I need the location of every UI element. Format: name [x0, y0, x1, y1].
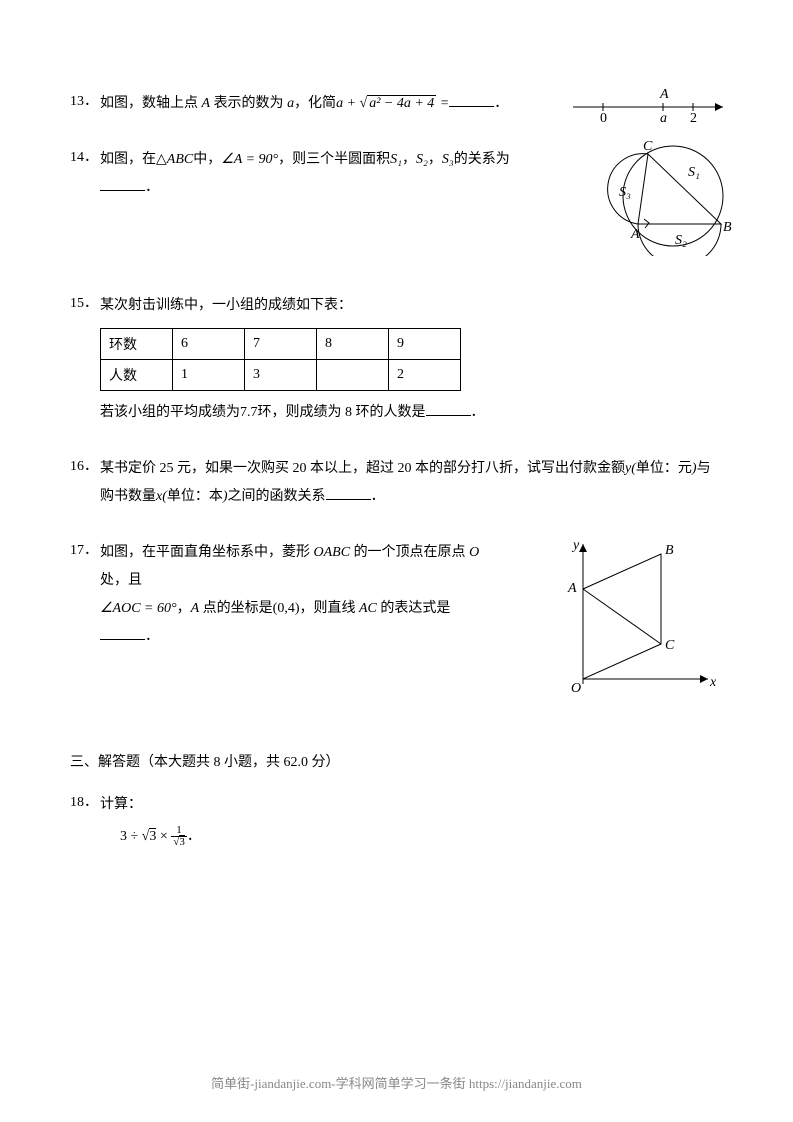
- blank-fill: [100, 176, 145, 191]
- math-expression: 3 ÷ √3 × 1√3．: [120, 823, 201, 851]
- section-heading: 三、解答题（本大题共 8 小题，共 62.0 分）: [70, 751, 723, 771]
- problem-number: 14．: [70, 146, 100, 166]
- problem-text: 计算： 3 ÷ √3 × 1√3．: [100, 791, 723, 851]
- table-cell: 2: [389, 360, 461, 391]
- table-cell: 1: [173, 360, 245, 391]
- figure-coordinate-rhombus: O A B C x y: [543, 534, 723, 709]
- svg-text:x: x: [709, 675, 717, 690]
- problem-18: 18． 计算： 3 ÷ √3 × 1√3．: [70, 791, 723, 851]
- problem-17: 17． 如图，在平面直角坐标系中，菱形 OABC 的一个顶点在原点 O 处，且 …: [70, 539, 723, 651]
- problem-number: 17．: [70, 539, 100, 559]
- svg-text:A: A: [567, 581, 577, 596]
- math-expression: a + √a² − 4a + 4 =: [336, 95, 449, 111]
- problem-number: 16．: [70, 455, 100, 475]
- math-angle: ∠A = 90°: [221, 152, 278, 167]
- table-cell: 环数: [101, 329, 173, 360]
- table-cell: 人数: [101, 360, 173, 391]
- table-row: 人数 1 3 2: [101, 360, 461, 391]
- problem-15: 15． 某次射击训练中，一小组的成绩如下表： 环数 6 7 8 9 人数 1 3…: [70, 292, 723, 427]
- blank-fill: [449, 92, 494, 107]
- blank-fill: [326, 485, 371, 500]
- problem-number: 15．: [70, 292, 100, 312]
- problem-text: 某书定价 25 元，如果一次购买 20 本以上，超过 20 本的部分打八折，试写…: [100, 455, 723, 511]
- blank-fill: [100, 625, 145, 640]
- math-angle: ∠AOC = 60°: [100, 601, 177, 616]
- problem-text: 某次射击训练中，一小组的成绩如下表：: [100, 292, 723, 320]
- table-cell: [317, 360, 389, 391]
- problem-number: 13．: [70, 90, 100, 110]
- svg-text:A: A: [659, 87, 669, 102]
- page: 13． 如图，数轴上点 A 表示的数为 a，化简a + √a² − 4a + 4…: [0, 0, 793, 919]
- table-row: 环数 6 7 8 9: [101, 329, 461, 360]
- svg-text:C: C: [665, 638, 675, 653]
- problem-16: 16． 某书定价 25 元，如果一次购买 20 本以上，超过 20 本的部分打八…: [70, 455, 723, 511]
- table-cell: 3: [245, 360, 317, 391]
- problem-text-line2: 若该小组的平均成绩为7.7环，则成绩为 8 环的人数是．: [100, 399, 723, 427]
- table-cell: 9: [389, 329, 461, 360]
- data-table: 环数 6 7 8 9 人数 1 3 2: [100, 328, 461, 391]
- table-cell: 6: [173, 329, 245, 360]
- figure-semicircles: A B C S₁ S₂ S₃: [593, 136, 743, 261]
- svg-text:y: y: [571, 538, 580, 553]
- svg-text:C: C: [643, 139, 653, 154]
- blank-fill: [426, 401, 471, 416]
- problem-14: 14． 如图，在△ABC中，∠A = 90°，则三个半圆面积S₁，S₂，S₃的关…: [70, 146, 723, 202]
- table-cell: 7: [245, 329, 317, 360]
- svg-text:A: A: [630, 227, 640, 242]
- table-cell: 8: [317, 329, 389, 360]
- svg-text:2: 2: [690, 111, 697, 122]
- svg-text:S₃: S₃: [619, 185, 631, 200]
- svg-text:a: a: [660, 111, 667, 122]
- figure-number-line: 0 a A 2: [568, 82, 738, 127]
- problem-number: 18．: [70, 791, 100, 811]
- page-footer: 简单街-jiandanjie.com-学科网简单学习一条街 https://ji…: [0, 1073, 793, 1092]
- svg-text:O: O: [571, 681, 581, 696]
- svg-text:0: 0: [600, 111, 607, 122]
- svg-text:B: B: [665, 543, 674, 558]
- svg-text:S₁: S₁: [688, 165, 700, 180]
- svg-text:S₂: S₂: [675, 233, 687, 248]
- problem-text: 如图，数轴上点 A 表示的数为 a，化简a + √a² − 4a + 4 =．: [100, 90, 530, 118]
- problem-text: 如图，在△ABC中，∠A = 90°，则三个半圆面积S₁，S₂，S₃的关系为．: [100, 146, 540, 202]
- svg-text:B: B: [723, 220, 732, 235]
- problem-13: 13． 如图，数轴上点 A 表示的数为 a，化简a + √a² − 4a + 4…: [70, 90, 723, 118]
- problem-text: 如图，在平面直角坐标系中，菱形 OABC 的一个顶点在原点 O 处，且 ∠AOC…: [100, 539, 490, 651]
